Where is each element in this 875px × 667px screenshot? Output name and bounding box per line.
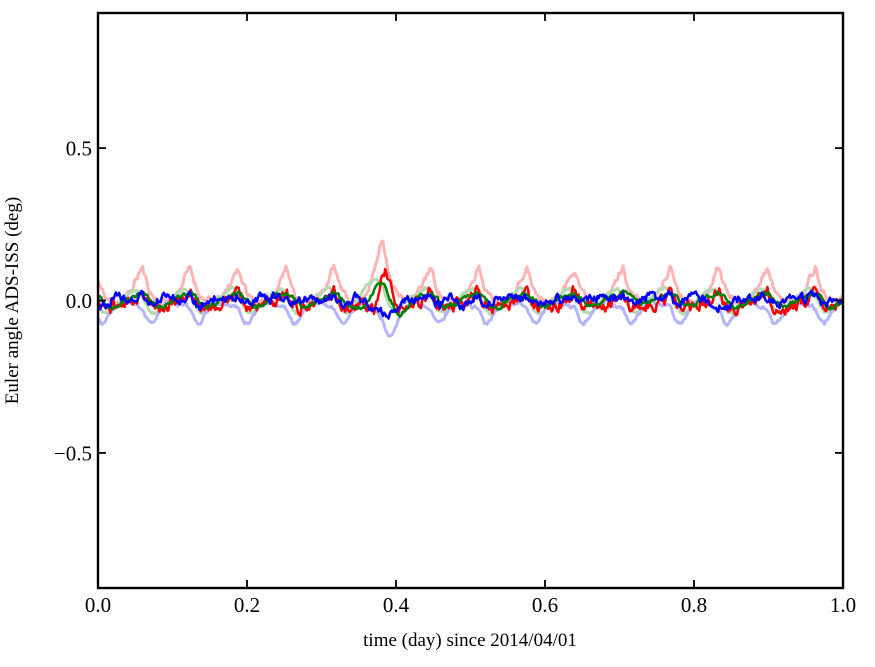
x-tick-label: 1.0 xyxy=(830,593,856,617)
x-tick-label: 0.8 xyxy=(681,593,707,617)
y-axis-label: Euler angle ADS-ISS (deg) xyxy=(2,197,23,404)
x-axis-label: time (day) since 2014/04/01 xyxy=(363,630,577,651)
x-tick-label: 0.2 xyxy=(234,593,260,617)
y-tick-label: 0.5 xyxy=(66,137,92,161)
x-tick-label: 0.0 xyxy=(85,593,111,617)
series-blue-line xyxy=(98,289,843,320)
x-tick-label: 0.4 xyxy=(383,593,410,617)
y-tick-label: −0.5 xyxy=(54,441,92,465)
x-tick-label: 0.6 xyxy=(532,593,558,617)
y-tick-label: 0.0 xyxy=(66,289,92,313)
